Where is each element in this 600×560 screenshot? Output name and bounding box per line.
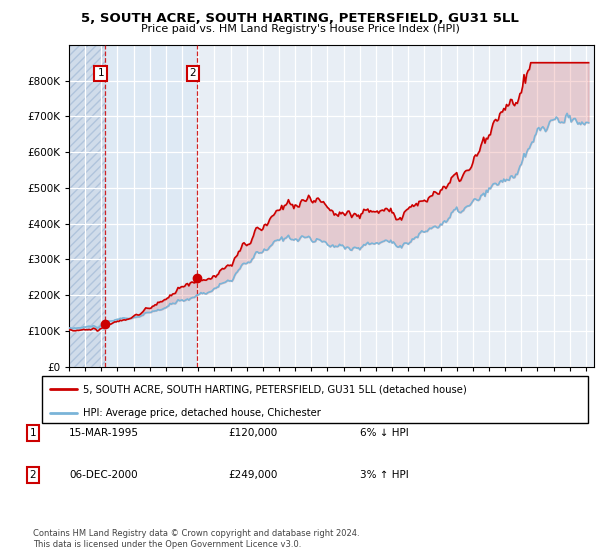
Text: £249,000: £249,000 bbox=[228, 470, 277, 480]
Text: HPI: Average price, detached house, Chichester: HPI: Average price, detached house, Chic… bbox=[83, 408, 321, 418]
FancyBboxPatch shape bbox=[42, 376, 588, 423]
Text: 6% ↓ HPI: 6% ↓ HPI bbox=[360, 428, 409, 438]
Bar bbox=[104, 45, 197, 367]
Text: Contains HM Land Registry data © Crown copyright and database right 2024.
This d: Contains HM Land Registry data © Crown c… bbox=[33, 529, 359, 549]
Bar bbox=[69, 45, 104, 367]
Text: 1: 1 bbox=[29, 428, 37, 438]
Text: 06-DEC-2000: 06-DEC-2000 bbox=[69, 470, 137, 480]
Text: 2: 2 bbox=[29, 470, 37, 480]
Text: 5, SOUTH ACRE, SOUTH HARTING, PETERSFIELD, GU31 5LL: 5, SOUTH ACRE, SOUTH HARTING, PETERSFIEL… bbox=[81, 12, 519, 25]
Text: £120,000: £120,000 bbox=[228, 428, 277, 438]
Text: 1: 1 bbox=[97, 68, 104, 78]
Text: 15-MAR-1995: 15-MAR-1995 bbox=[69, 428, 139, 438]
Text: 2: 2 bbox=[190, 68, 196, 78]
Text: 3% ↑ HPI: 3% ↑ HPI bbox=[360, 470, 409, 480]
Text: Price paid vs. HM Land Registry's House Price Index (HPI): Price paid vs. HM Land Registry's House … bbox=[140, 24, 460, 34]
Text: 5, SOUTH ACRE, SOUTH HARTING, PETERSFIELD, GU31 5LL (detached house): 5, SOUTH ACRE, SOUTH HARTING, PETERSFIEL… bbox=[83, 384, 467, 394]
